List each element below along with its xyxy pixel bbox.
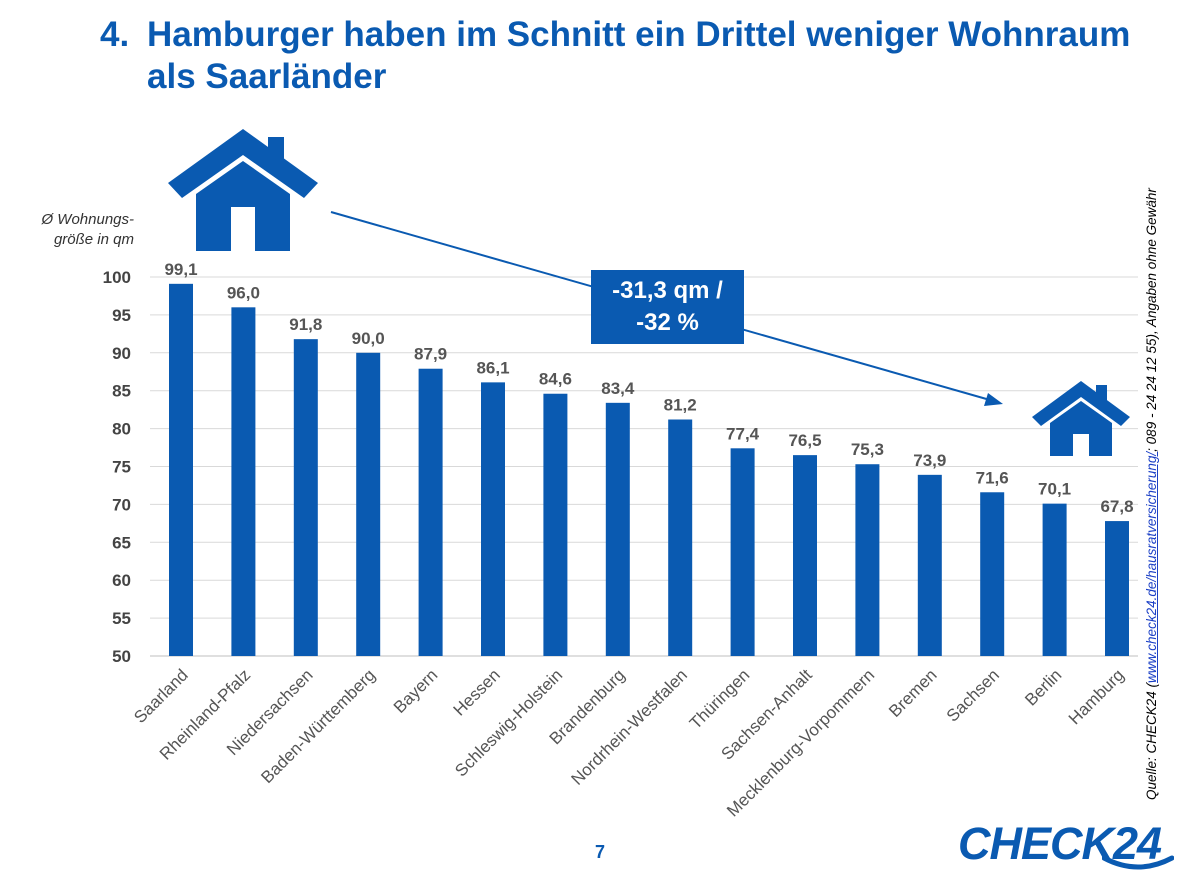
value-label: 76,5 [788, 431, 821, 450]
value-label: 71,6 [976, 468, 1009, 487]
source-note: Quelle: CHECK24 (www.check24.de/hausratv… [1140, 110, 1164, 800]
category-label: Hessen [450, 665, 504, 719]
y-tick-label: 50 [112, 647, 131, 666]
bar [980, 492, 1005, 656]
difference-callout: -31,3 qm / -32 % [591, 270, 744, 344]
category-label: Saarland [130, 665, 192, 727]
bar [543, 393, 568, 656]
value-label: 83,4 [601, 379, 635, 398]
y-tick-label: 65 [112, 533, 131, 552]
y-tick-label: 90 [112, 344, 131, 363]
bar [418, 368, 443, 656]
value-label: 96,0 [227, 283, 260, 302]
value-label: 91,8 [289, 315, 322, 334]
category-label: Bayern [390, 665, 442, 717]
category-label: Bremen [885, 665, 941, 721]
bar [1105, 521, 1129, 656]
slide-title: 4. Hamburger haben im Schnitt ein Dritte… [100, 14, 1140, 98]
source-link[interactable]: www.check24.de/hausratversicherung/ [1144, 451, 1159, 683]
category-label: Baden-Württemberg [257, 665, 379, 787]
y-tick-label: 60 [112, 571, 131, 590]
bar [231, 307, 256, 656]
title-text: Hamburger haben im Schnitt ein Drittel w… [147, 15, 1131, 96]
bar [169, 283, 193, 656]
page-number: 7 [594, 842, 605, 862]
bar [668, 419, 693, 656]
callout-line-1: -31,3 qm / [612, 277, 723, 304]
y-tick-label: 100 [103, 268, 131, 287]
value-label: 90,0 [352, 329, 385, 348]
source-suffix: ; 089 - 24 24 12 55), Angaben ohne Gewäh… [1144, 188, 1159, 452]
bar [481, 382, 505, 656]
callout-line-2: -32 % [636, 309, 699, 336]
value-label: 99,1 [164, 260, 197, 279]
bar [855, 464, 880, 656]
value-label: 75,3 [851, 440, 884, 459]
y-tick-label: 75 [112, 458, 131, 477]
bars [169, 283, 1129, 656]
logo-swoosh-icon [1102, 855, 1174, 870]
value-label: 70,1 [1038, 480, 1071, 499]
category-label: Nordrhein-Westfalen [568, 665, 691, 788]
title-number: 4. [100, 15, 130, 54]
value-label: 81,2 [664, 396, 697, 415]
check24-logo: CHECK24 [958, 818, 1162, 869]
value-label: 86,1 [476, 358, 509, 377]
bar [356, 352, 381, 656]
house-icon-small [1032, 381, 1130, 456]
value-label: 67,8 [1100, 497, 1133, 516]
category-label: Hamburg [1065, 665, 1128, 728]
y-tick-label: 85 [112, 382, 131, 401]
y-axis-label: Ø Wohnungs-größe in qm [41, 211, 134, 248]
house-icon-large [168, 129, 318, 251]
value-labels: 99,1 96,0 91,8 90,0 87,9 86,1 84,6 83,4 81,2 77,4… [164, 260, 1133, 516]
category-label: Berlin [1021, 665, 1065, 709]
y-tick-label: 70 [112, 495, 131, 514]
bar [917, 474, 942, 656]
source-prefix: Quelle: CHECK24 ( [1144, 682, 1159, 800]
bar [793, 455, 817, 656]
bar [730, 448, 755, 656]
bar [1042, 503, 1067, 656]
value-label: 84,6 [539, 370, 572, 389]
y-tick-label: 80 [112, 420, 131, 439]
y-tick-label: 55 [112, 609, 131, 628]
value-label: 87,9 [414, 345, 447, 364]
category-label: Thüringen [686, 665, 754, 733]
category-label: Sachsen [943, 665, 1003, 725]
bar [605, 402, 630, 656]
category-label: Schleswig-Holstein [451, 665, 566, 780]
y-tick-labels: 100 95 90 85 80 75 70 65 60 55 50 [103, 268, 131, 666]
y-tick-label: 95 [112, 306, 131, 325]
category-labels: SaarlandRheinland-PfalzNiedersachsenBade… [130, 665, 1128, 820]
value-label: 73,9 [913, 451, 946, 470]
value-label: 77,4 [726, 424, 760, 443]
bar [293, 339, 318, 656]
